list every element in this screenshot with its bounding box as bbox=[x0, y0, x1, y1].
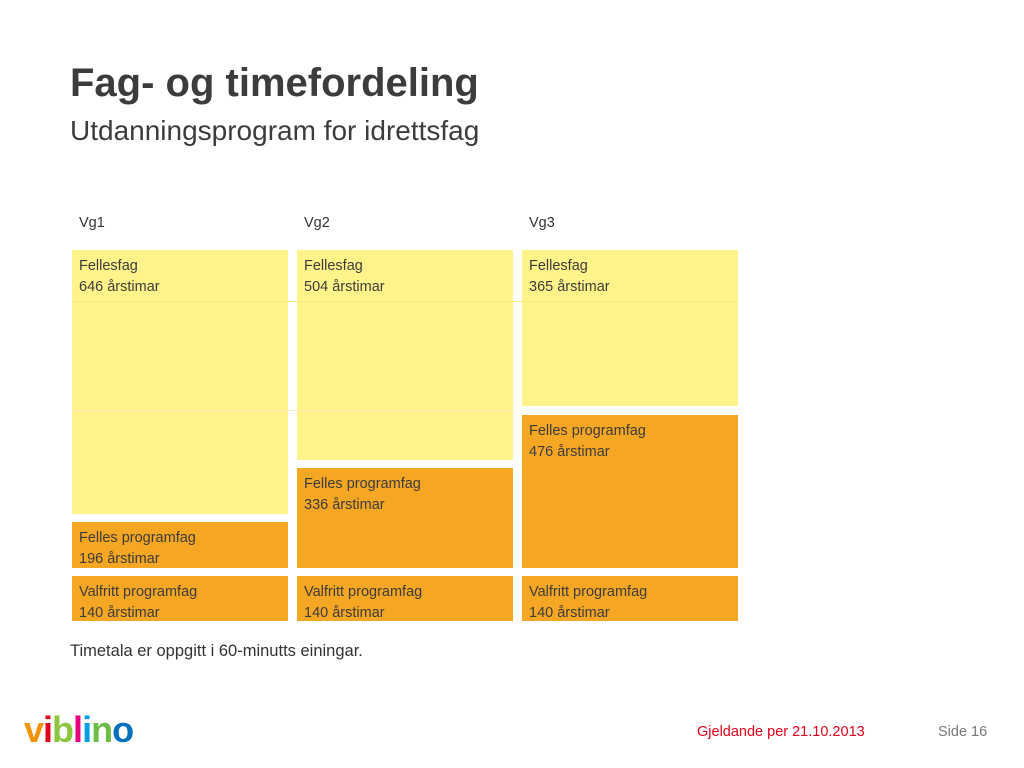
slide-subtitle: Utdanningsprogram for idrettsfag bbox=[70, 115, 480, 146]
page-number: Side 16 bbox=[938, 724, 988, 740]
grid-seam bbox=[72, 301, 738, 302]
block-hours: 504 årstimar bbox=[304, 279, 385, 295]
vg1-valfritt-programfag-block: Valfritt programfag 140 årstimar bbox=[72, 576, 288, 621]
block-hours: 140 årstimar bbox=[529, 605, 610, 621]
block-name: Fellesfag bbox=[529, 258, 588, 274]
footnote: Timetala er oppgitt i 60-minutts eininga… bbox=[70, 642, 363, 660]
slide-title: Fag- og timefordeling bbox=[70, 61, 479, 105]
vg2-valfritt-programfag-block: Valfritt programfag 140 årstimar bbox=[297, 576, 513, 621]
vg1-fellesfag-block: Fellesfag 646 årstimar bbox=[72, 250, 288, 514]
block-name: Felles programfag bbox=[79, 530, 196, 546]
vg2-felles-programfag-block: Felles programfag 336 årstimar bbox=[297, 468, 513, 568]
grid-seam bbox=[72, 410, 513, 411]
column-label-vg2: Vg2 bbox=[304, 215, 330, 231]
vg1-felles-programfag-block: Felles programfag 196 årstimar bbox=[72, 522, 288, 568]
svg-text:viblino: viblino bbox=[24, 709, 133, 750]
block-name: Felles programfag bbox=[529, 423, 646, 439]
column-label-vg3: Vg3 bbox=[529, 215, 555, 231]
vg3-valfritt-programfag-block: Valfritt programfag 140 årstimar bbox=[522, 576, 738, 621]
footer-date: Gjeldande per 21.10.2013 bbox=[697, 724, 865, 740]
block-name: Fellesfag bbox=[304, 258, 363, 274]
vg3-felles-programfag-block: Felles programfag 476 årstimar bbox=[522, 415, 738, 568]
vg3-fellesfag-block: Fellesfag 365 årstimar bbox=[522, 250, 738, 406]
block-hours: 646 årstimar bbox=[79, 279, 160, 295]
block-hours: 140 årstimar bbox=[304, 605, 385, 621]
block-name: Valfritt programfag bbox=[79, 584, 198, 600]
block-name: Valfritt programfag bbox=[529, 584, 648, 600]
block-name: Felles programfag bbox=[304, 476, 421, 492]
block-hours: 365 årstimar bbox=[529, 279, 610, 295]
block-hours: 476 årstimar bbox=[529, 444, 610, 460]
block-name: Valfritt programfag bbox=[304, 584, 423, 600]
block-name: Fellesfag bbox=[79, 258, 138, 274]
block-hours: 196 årstimar bbox=[79, 551, 160, 567]
viblino-logo: viblino bbox=[24, 709, 134, 750]
column-label-vg1: Vg1 bbox=[79, 215, 105, 231]
vg2-fellesfag-block: Fellesfag 504 årstimar bbox=[297, 250, 513, 460]
block-hours: 336 årstimar bbox=[304, 497, 385, 513]
block-hours: 140 årstimar bbox=[79, 605, 160, 621]
